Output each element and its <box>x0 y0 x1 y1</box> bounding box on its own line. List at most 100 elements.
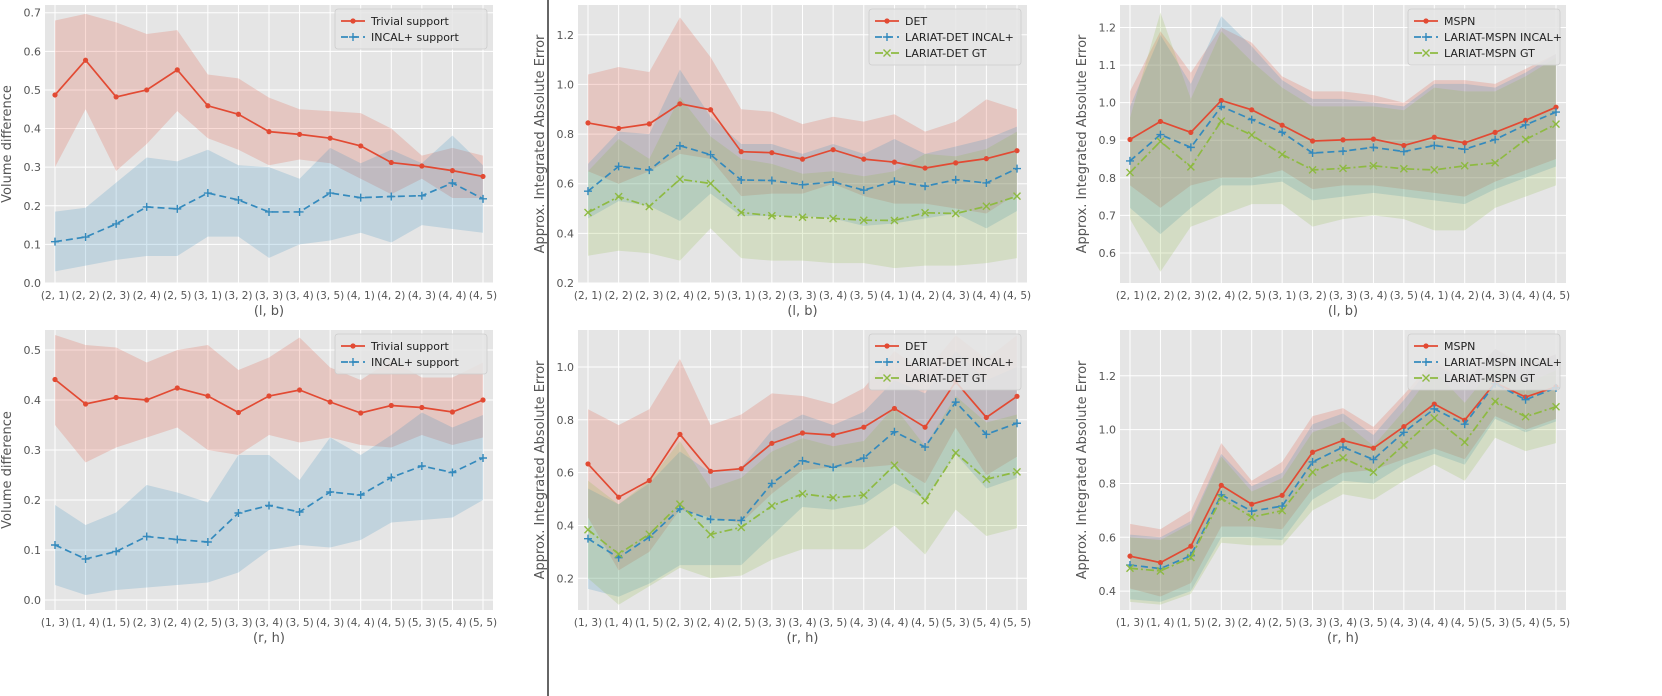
data-point <box>82 57 89 63</box>
legend-label: LARIAT-DET INCAL+ <box>905 356 1014 369</box>
data-point <box>295 207 304 216</box>
data-point <box>203 538 212 546</box>
data-point <box>1217 494 1226 503</box>
x-tick-label: (2, 4) <box>1238 617 1266 629</box>
data-point <box>1249 107 1255 113</box>
data-point <box>1156 130 1165 139</box>
band-1 <box>588 335 1017 571</box>
x-tick-label: (3, 3) <box>788 290 816 302</box>
y-axis-label: Approx. Integrated Absolute Error <box>1075 360 1090 579</box>
y-tick-label: 0.8 <box>557 414 575 427</box>
data-point <box>142 202 151 211</box>
chart-6: 0.40.60.81.01.2(1, 3) (1, 4) (1, 5) (2, 3)(… <box>1075 330 1570 646</box>
data-point <box>951 175 960 184</box>
legend: DET LARIAT-DET INCAL+ LARIAT-DET GT <box>868 8 1022 66</box>
x-tick-label: (2, 1) <box>1116 290 1144 302</box>
x-tick-label: (4, 4) <box>1511 290 1539 302</box>
x-tick-label: (3, 1) <box>1268 290 1296 302</box>
data-point <box>448 468 457 477</box>
y-tick-label: 0.6 <box>24 45 42 58</box>
x-axis-label: (l, b) <box>787 304 817 319</box>
data-point <box>829 463 838 472</box>
data-point <box>737 523 746 532</box>
data-point <box>326 488 335 496</box>
data-point <box>387 192 396 201</box>
data-point <box>1401 142 1407 149</box>
data-point <box>584 187 592 196</box>
data-point <box>449 168 456 174</box>
x-tick-label: (3, 5) <box>285 617 313 629</box>
x-tick-label: (3, 4) <box>1359 290 1387 302</box>
x-tick-label: (4, 4) <box>880 617 908 629</box>
data-point <box>646 121 652 127</box>
data-point <box>112 219 121 228</box>
x-tick-label: (2, 5) <box>194 617 222 629</box>
data-point <box>799 156 806 162</box>
data-point <box>1430 414 1439 423</box>
y-tick-label: 0.6 <box>1099 247 1117 260</box>
y-tick-label: 1.0 <box>1099 97 1117 110</box>
data-point <box>480 173 486 180</box>
data-point <box>829 177 838 186</box>
data-point <box>205 103 211 109</box>
data-point <box>1014 148 1020 154</box>
series-line-2 <box>1129 382 1557 570</box>
data-point <box>767 176 776 185</box>
data-point <box>1249 501 1255 507</box>
data-point <box>616 125 622 131</box>
legend: MSPN LARIAT-MSPN INCAL+ LARIAT-MSPN GT <box>1407 333 1562 391</box>
x-tick-label: (4, 1) <box>880 290 908 302</box>
data-point <box>1186 162 1195 171</box>
data-point <box>1399 147 1408 156</box>
legend-marker <box>884 343 890 349</box>
data-point <box>584 525 592 534</box>
legend-marker <box>1423 18 1429 24</box>
legend-box <box>334 333 488 375</box>
legend-box <box>868 8 1022 66</box>
data-point <box>356 193 365 202</box>
x-tick-label: (4, 5) <box>1003 290 1031 302</box>
data-point <box>1013 467 1021 476</box>
data-point <box>1247 513 1256 522</box>
data-point <box>675 500 684 509</box>
band-2 <box>1130 16 1556 235</box>
y-tick-label: 0.5 <box>24 84 42 97</box>
x-tick-label: (4, 4) <box>347 617 375 629</box>
data-point <box>235 111 242 117</box>
y-tick-label: 0.2 <box>557 572 575 585</box>
data-point <box>1521 395 1530 404</box>
x-tick-label: (2, 5) <box>163 290 191 302</box>
x-tick-label: (3, 3) <box>1329 290 1357 302</box>
legend-label: Trivial support <box>370 15 449 28</box>
data-point <box>767 211 776 220</box>
x-tick-label: (2, 2) <box>605 290 633 302</box>
data-point <box>327 399 333 405</box>
data-point <box>859 216 868 225</box>
data-point <box>419 404 425 411</box>
data-point <box>614 550 623 558</box>
data-point <box>982 178 991 187</box>
y-tick-label: 0.4 <box>24 394 42 407</box>
legend-marker <box>883 33 891 41</box>
data-point <box>982 475 991 484</box>
x-tick-label: (5, 5) <box>1542 617 1570 629</box>
x-tick-label: (1, 3) <box>41 617 69 629</box>
data-point <box>1339 147 1347 156</box>
data-point <box>584 208 592 217</box>
data-point <box>922 424 928 430</box>
data-point <box>1401 424 1407 430</box>
x-tick-label: (2, 5) <box>727 617 755 629</box>
data-point <box>799 430 806 436</box>
data-point <box>614 162 623 171</box>
data-point <box>81 233 90 242</box>
y-tick-label: 0.3 <box>24 444 42 457</box>
data-point <box>449 409 456 415</box>
data-point <box>1217 102 1226 111</box>
data-point <box>1308 165 1317 174</box>
y-tick-label: 1.2 <box>557 29 575 42</box>
data-point <box>1460 420 1469 429</box>
data-point <box>1522 117 1529 123</box>
x-tick-label: (4, 3) <box>942 290 970 302</box>
data-point <box>677 101 683 107</box>
data-point <box>830 147 836 153</box>
